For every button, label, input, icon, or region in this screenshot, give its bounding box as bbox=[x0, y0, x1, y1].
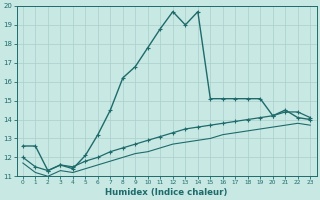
X-axis label: Humidex (Indice chaleur): Humidex (Indice chaleur) bbox=[105, 188, 228, 197]
